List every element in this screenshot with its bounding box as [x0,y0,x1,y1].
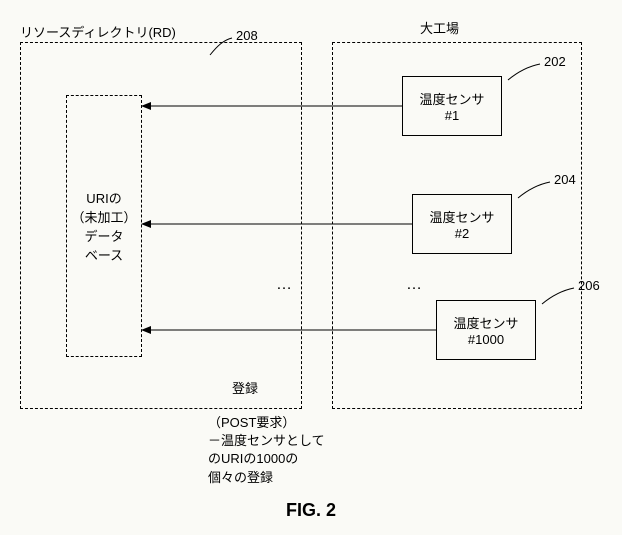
sensor-1-box: 温度センサ #1 [402,76,502,136]
factory-title: 大工場 [420,18,459,37]
ref-202: 202 [544,54,566,69]
ellipsis-left: … [276,276,292,294]
sensor-1000-box: 温度センサ #1000 [436,300,536,360]
uri-database: URIの （未加工） データ ベース [66,95,142,357]
figure-caption: FIG. 2 [286,500,336,521]
rd-container [20,42,302,409]
sensor-1-label: 温度センサ #1 [419,89,484,123]
ref-204: 204 [554,172,576,187]
post-annotation: （POST要求） －温度センサとして のURIの1000の 個々の登録 [208,414,325,487]
register-label: 登録 [232,378,258,397]
ref-208: 208 [236,28,258,43]
rd-title: リソースディレクトリ(RD) [20,22,176,41]
ellipsis-right: … [406,276,422,294]
ref-206: 206 [578,278,600,293]
sensor-2-label: 温度センサ #2 [429,207,494,241]
uri-database-text: URIの （未加工） データ ベース [71,188,136,264]
sensor-1000-label: 温度センサ #1000 [453,313,518,347]
sensor-2-box: 温度センサ #2 [412,194,512,254]
